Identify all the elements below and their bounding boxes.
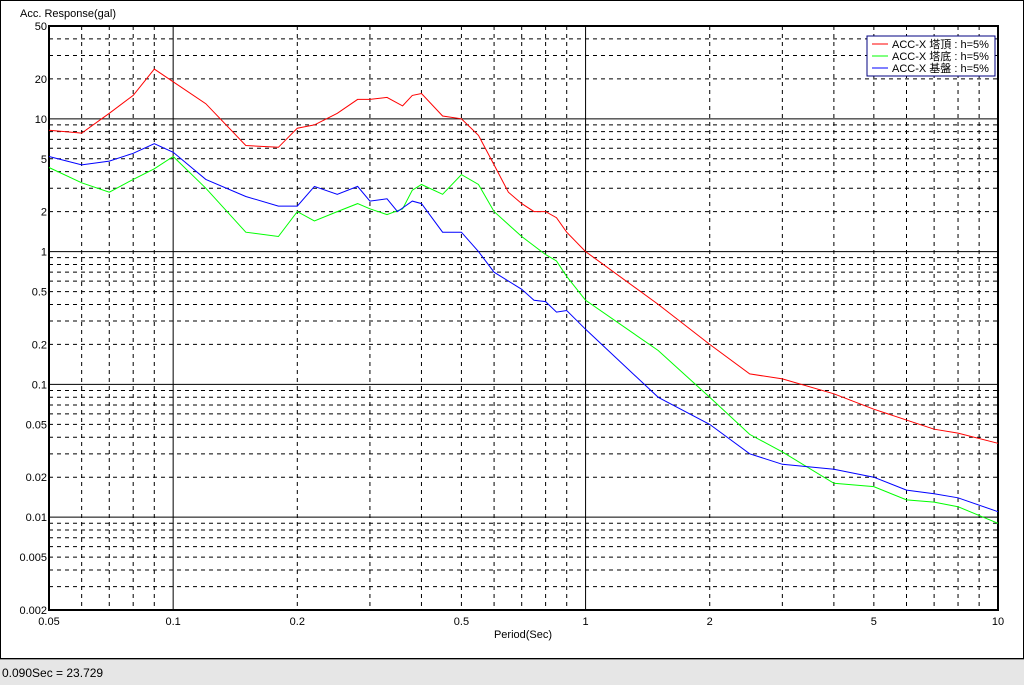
plot-border xyxy=(48,25,999,611)
x-tick-label: 5 xyxy=(871,616,877,628)
y-tick-label: 0.02 xyxy=(26,472,47,484)
x-tick-label: 10 xyxy=(992,616,1004,628)
legend-box xyxy=(866,35,996,77)
response-spectrum-chart: 0.05 0.1 0.2 0.5 1 2 5 10 50 20 10 5 2 1 0.5 0.2 0.1 0.05… xyxy=(19,8,1004,641)
y-tick-label: 0.1 xyxy=(32,379,47,391)
status-bar: 0.090Sec = 23.729 xyxy=(0,659,1024,685)
y-tick-label: 5 xyxy=(41,154,47,166)
series-line-2 xyxy=(48,143,999,513)
x-tick-label: 0.2 xyxy=(290,616,305,628)
legend-entry: ACC-X 塔頂 : h=5% xyxy=(892,38,989,51)
y-tick-label: 0.2 xyxy=(32,339,47,351)
y-tick-label: 0.5 xyxy=(32,287,47,299)
legend-entry: ACC-X 塔底 : h=5% xyxy=(892,49,989,63)
series-line-1 xyxy=(48,155,999,524)
y-axis-label: Acc. Response(gal) xyxy=(20,8,116,20)
x-tick-label: 0.05 xyxy=(38,616,59,628)
x-tick-label: 0.5 xyxy=(454,616,469,628)
y-tick-label: 0.05 xyxy=(26,419,47,431)
x-tick-label: 0.1 xyxy=(166,616,181,628)
x-tick-label: 2 xyxy=(707,616,713,628)
series-line-0 xyxy=(48,68,999,444)
y-tick-label: 0.002 xyxy=(19,605,47,617)
chart-window xyxy=(0,0,1024,659)
y-tick-label: 0.01 xyxy=(26,512,47,524)
y-tick-label: 1 xyxy=(41,247,47,259)
cursor-readout: 0.090Sec = 23.729 xyxy=(2,666,104,680)
x-axis-label: Period(Sec) xyxy=(494,629,552,641)
x-tick-label: 1 xyxy=(583,616,589,628)
y-tick-label: 2 xyxy=(41,207,47,219)
y-tick-label: 50 xyxy=(35,21,47,33)
y-tick-label: 10 xyxy=(35,114,47,126)
y-tick-label: 20 xyxy=(35,74,47,86)
legend-entry: ACC-X 基盤 : h=5% xyxy=(892,62,989,75)
legend: ACC-X 塔頂 : h=5%ACC-X 塔底 : h=5%ACC-X 基盤 :… xyxy=(866,35,996,77)
y-tick-label: 0.005 xyxy=(19,552,47,564)
